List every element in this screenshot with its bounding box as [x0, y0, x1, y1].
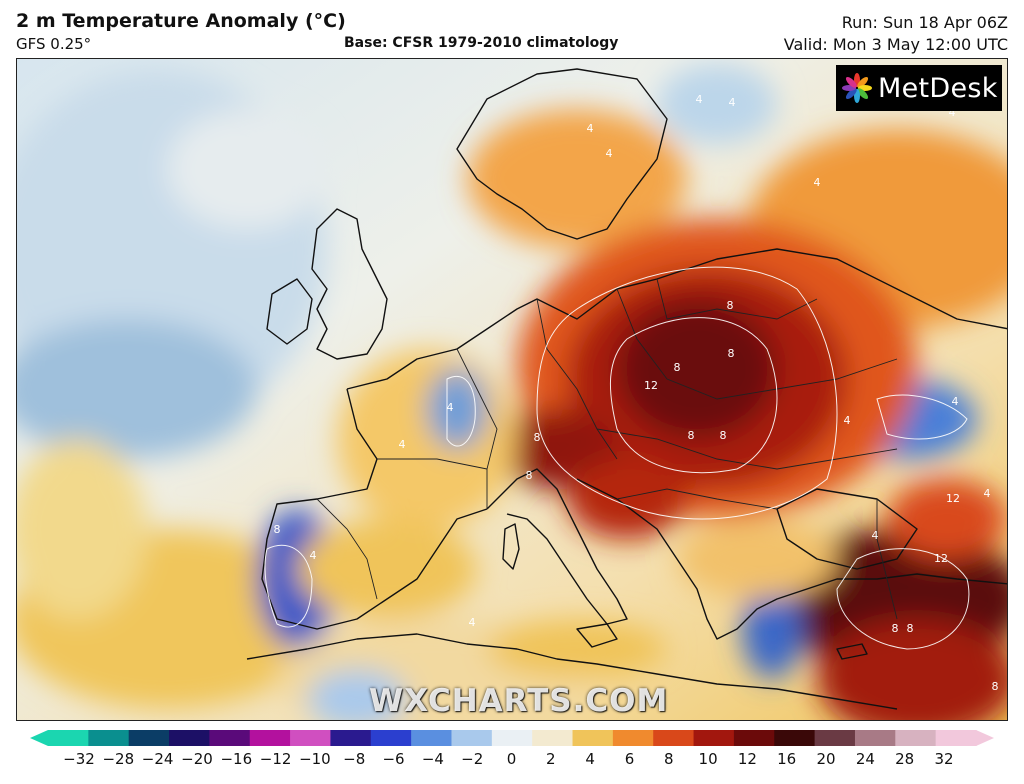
- contour-label: 8: [892, 622, 899, 635]
- colorbar-segment: [532, 730, 574, 746]
- colorbar-segment: [895, 730, 937, 746]
- colorbar-tick-label: 2: [546, 750, 556, 768]
- contour-labels: 4 4 4 4 4 4 4 4 8 8 8 8 12 8 8 8 12 8 8 …: [274, 93, 999, 693]
- contour-label: 8: [720, 429, 727, 442]
- colorbar-segment: [814, 730, 856, 746]
- colorbar-segment: [733, 730, 775, 746]
- model-label: GFS 0.25°: [16, 35, 92, 53]
- colorbar-segment: [290, 730, 332, 746]
- colorbar-segment: [169, 730, 210, 746]
- contour-label: 8: [992, 680, 999, 693]
- colorbar-segment: [854, 730, 896, 746]
- chart-title: 2 m Temperature Anomaly (°C): [16, 10, 346, 32]
- colorbar-tick-label: −10: [299, 750, 331, 768]
- colorbar-tick-label: −8: [343, 750, 366, 768]
- contour-label: 8: [674, 361, 681, 374]
- contour-label: 4: [729, 96, 736, 109]
- contour-label: 4: [399, 438, 406, 451]
- contour-label: 4: [469, 616, 476, 629]
- metdesk-logo-text: MetDesk: [878, 72, 998, 104]
- colorbar-tick-label: −4: [421, 750, 444, 768]
- coastlines: [246, 68, 1007, 710]
- colorbar-segment: [451, 730, 493, 746]
- colorbar-tick-label: −20: [181, 750, 213, 768]
- colorbar-tick-label: 6: [624, 750, 635, 768]
- colorbar-segment: [491, 730, 533, 746]
- colorbar-tick-label: −12: [259, 750, 292, 768]
- contour-label: 12: [946, 492, 960, 505]
- colorbar-segment: [411, 730, 453, 746]
- contour-label: 4: [447, 401, 454, 414]
- contour-label: 4: [587, 122, 594, 135]
- contour-label: 8: [728, 347, 735, 360]
- colorbar-ticks: −32 −28 −24 −20 −16 −12 −10 −8 −6 −4 −2 0 2 4 6 8 10 12 16…: [0, 750, 1024, 774]
- wxcharts-watermark: WXCHARTS.COM: [369, 683, 669, 719]
- contour-label: 4: [696, 93, 703, 106]
- colorbar-tick-label: 16: [777, 750, 797, 768]
- metdesk-flower-icon: [842, 73, 872, 103]
- colorbar-tick-label: 28: [895, 750, 915, 768]
- colorbar-segment: [572, 730, 614, 746]
- colorbar-segment: [935, 730, 977, 746]
- colorbar-tick-label: 12: [737, 750, 757, 768]
- colorbar-tick-label: 20: [816, 750, 836, 768]
- colorbar-max-arrow: [976, 730, 994, 746]
- colorbar-segment: [249, 730, 291, 746]
- colorbar-tick-label: 0: [506, 750, 517, 768]
- colorbar-min-arrow: [30, 730, 48, 746]
- contour-label: 8: [907, 622, 914, 635]
- colorbar-tick-label: 24: [855, 750, 875, 768]
- colorbar-segment: [693, 730, 735, 746]
- colorbar-segment: [88, 730, 130, 746]
- run-time-label: Run: Sun 18 Apr 06Z: [841, 13, 1008, 32]
- colorbar-segment: [653, 730, 695, 746]
- contour-label: 8: [526, 469, 533, 482]
- contour-label: 4: [872, 529, 879, 542]
- contour-label: 4: [606, 147, 613, 160]
- colorbar-tick-label: −6: [382, 750, 405, 768]
- colorbar-tick-label: 8: [664, 750, 674, 768]
- contour-label: 4: [310, 549, 317, 562]
- contour-label: 8: [274, 523, 281, 536]
- colorbar-tick-label: −28: [102, 750, 135, 768]
- colorbar-segment: [370, 730, 412, 746]
- contour-label: 8: [534, 431, 541, 444]
- contour-label: 4: [949, 106, 956, 119]
- colorbar-segment: [330, 730, 372, 746]
- contour-label: 8: [688, 429, 695, 442]
- contour-label: 4: [952, 395, 959, 408]
- climatology-base-label: Base: CFSR 1979-2010 climatology: [344, 35, 619, 51]
- anomaly-map-canvas: 4 4 4 4 4 4 4 4 8 8 8 8 12 8 8 8 12 8 8 …: [17, 59, 1007, 720]
- contour-label: 8: [727, 299, 734, 312]
- anomaly-map[interactable]: 4 4 4 4 4 4 4 4 8 8 8 8 12 8 8 8 12 8 8 …: [16, 58, 1008, 721]
- country-borders: [316, 278, 898, 620]
- anomaly-contours: [264, 266, 970, 650]
- colorbar-segment: [209, 730, 251, 746]
- valid-time-label: Valid: Mon 3 May 12:00 UTC: [783, 35, 1008, 54]
- colorbar-tick-label: −2: [461, 750, 484, 768]
- colorbar-segment: [774, 730, 816, 746]
- colorbar-segment: [612, 730, 654, 746]
- contour-label: 12: [644, 379, 658, 392]
- colorbar-segment: [48, 730, 89, 746]
- contour-label: 4: [814, 176, 821, 189]
- contour-label: 4: [984, 487, 991, 500]
- contour-label: 12: [934, 552, 948, 565]
- colorbar-tick-label: −16: [220, 750, 253, 768]
- colorbar-segment: [128, 730, 170, 746]
- colorbar: [30, 730, 994, 746]
- contour-label: 4: [844, 414, 851, 427]
- anomaly-field: [17, 64, 1007, 720]
- colorbar-tick-label: 32: [934, 750, 954, 768]
- colorbar-tick-label: 10: [698, 750, 718, 768]
- colorbar-tick-label: −24: [141, 750, 174, 768]
- metdesk-logo: MetDesk: [836, 65, 1002, 111]
- colorbar-tick-label: −32: [63, 750, 95, 768]
- colorbar-tick-label: 4: [585, 750, 595, 768]
